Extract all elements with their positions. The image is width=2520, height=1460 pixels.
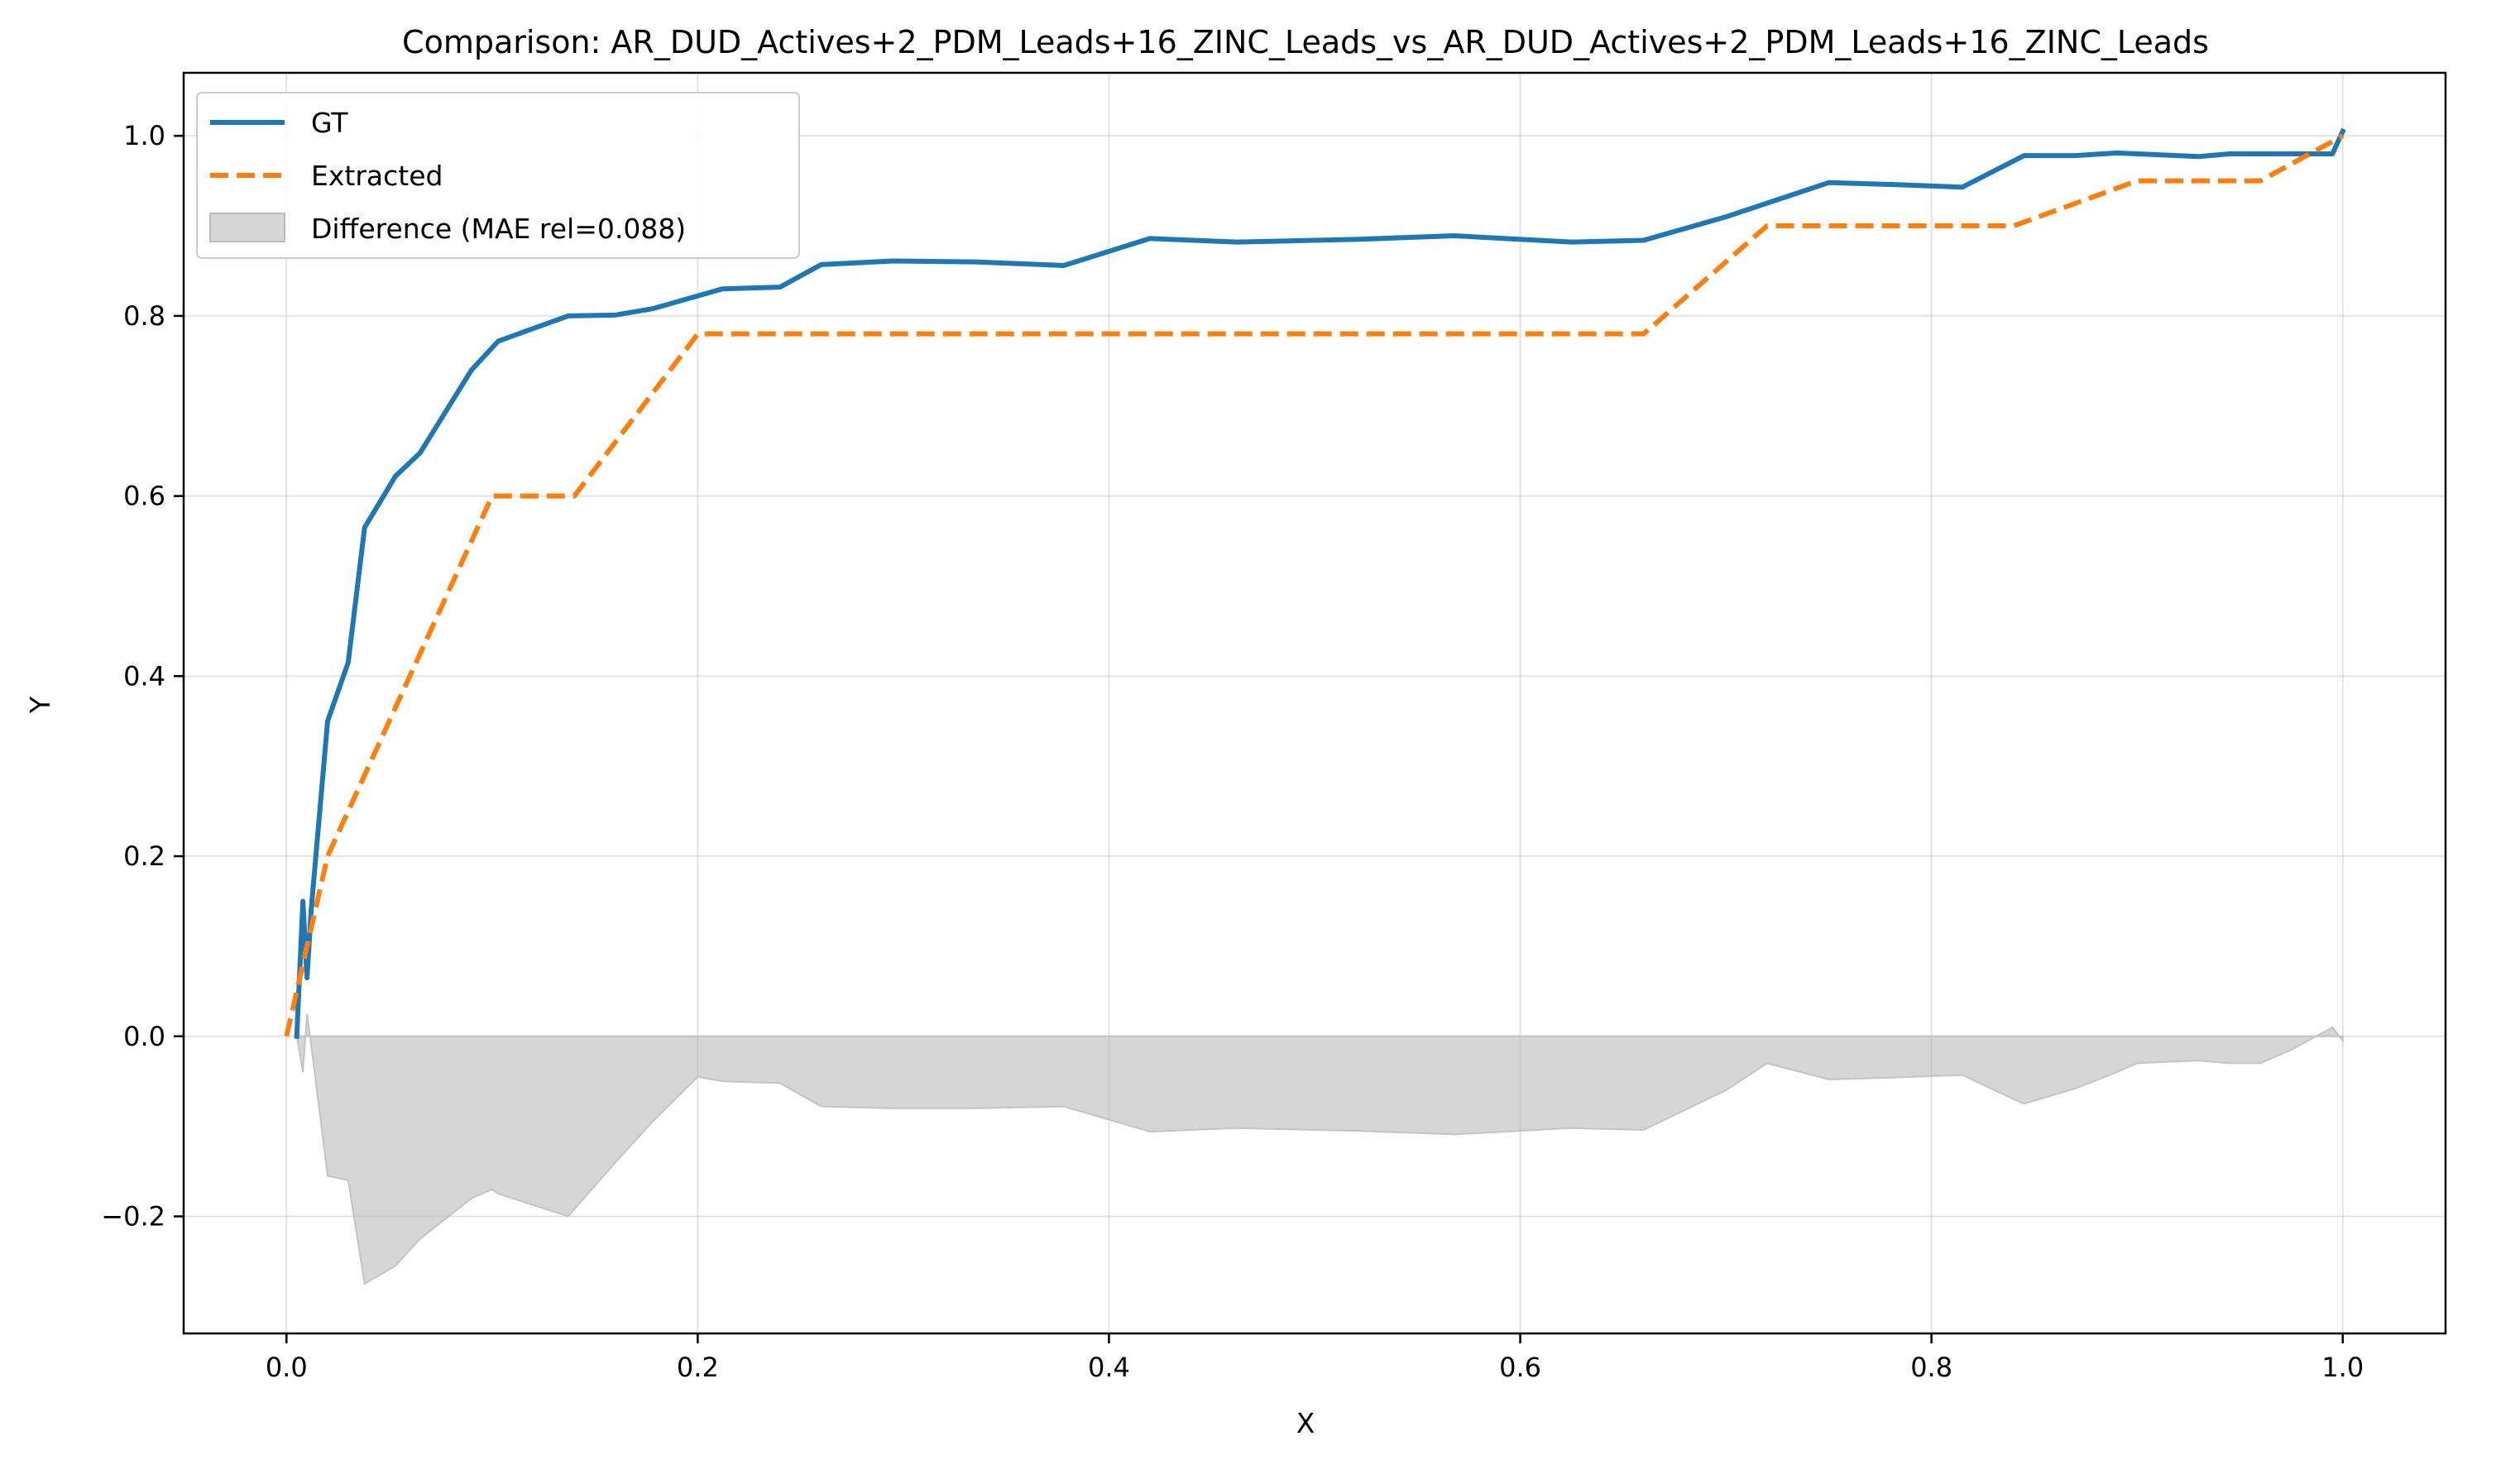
legend-difference-label: Difference (MAE rel=0.088) xyxy=(311,213,686,245)
legend: GT Extracted Difference (MAE rel=0.088) xyxy=(196,92,800,259)
y-tick-label: 0.4 xyxy=(123,660,165,692)
legend-gt-label: GT xyxy=(311,107,348,139)
x-axis-label: X xyxy=(1296,1407,1315,1439)
x-tick-label: 0.4 xyxy=(1088,1352,1130,1383)
x-tick-label: 1.0 xyxy=(2321,1352,2364,1383)
y-tick-label: 0.2 xyxy=(123,840,165,872)
y-axis-label: Y xyxy=(24,696,56,714)
y-tick-label: 0.8 xyxy=(123,300,165,332)
chart-title: Comparison: AR_DUD_Actives+2_PDM_Leads+1… xyxy=(402,24,2209,60)
y-tick-label: 1.0 xyxy=(123,120,165,151)
x-grid xyxy=(285,73,2344,1333)
y-tick-label: 0.0 xyxy=(123,1021,165,1052)
y-axis-ticks: −0.2 0.0 0.2 0.4 0.6 0.8 1.0 xyxy=(101,120,184,1232)
legend-box xyxy=(196,92,800,259)
y-tick-label: 0.6 xyxy=(123,481,165,512)
extracted-series-line xyxy=(284,133,2345,1037)
gt-series-line xyxy=(294,127,2346,1039)
legend-difference-swatch xyxy=(209,213,285,242)
x-tick-label: 0.8 xyxy=(1910,1352,1952,1383)
x-tick-label: 0.0 xyxy=(266,1352,308,1383)
legend-extracted-label: Extracted xyxy=(311,160,443,192)
x-axis-ticks: 0.0 0.2 0.4 0.6 0.8 1.0 xyxy=(266,1333,2364,1383)
plot-frame xyxy=(182,71,2447,1335)
difference-area xyxy=(295,1013,2344,1285)
y-tick-label: −0.2 xyxy=(101,1200,165,1232)
x-tick-label: 0.6 xyxy=(1499,1352,1541,1383)
x-tick-label: 0.2 xyxy=(677,1352,719,1383)
